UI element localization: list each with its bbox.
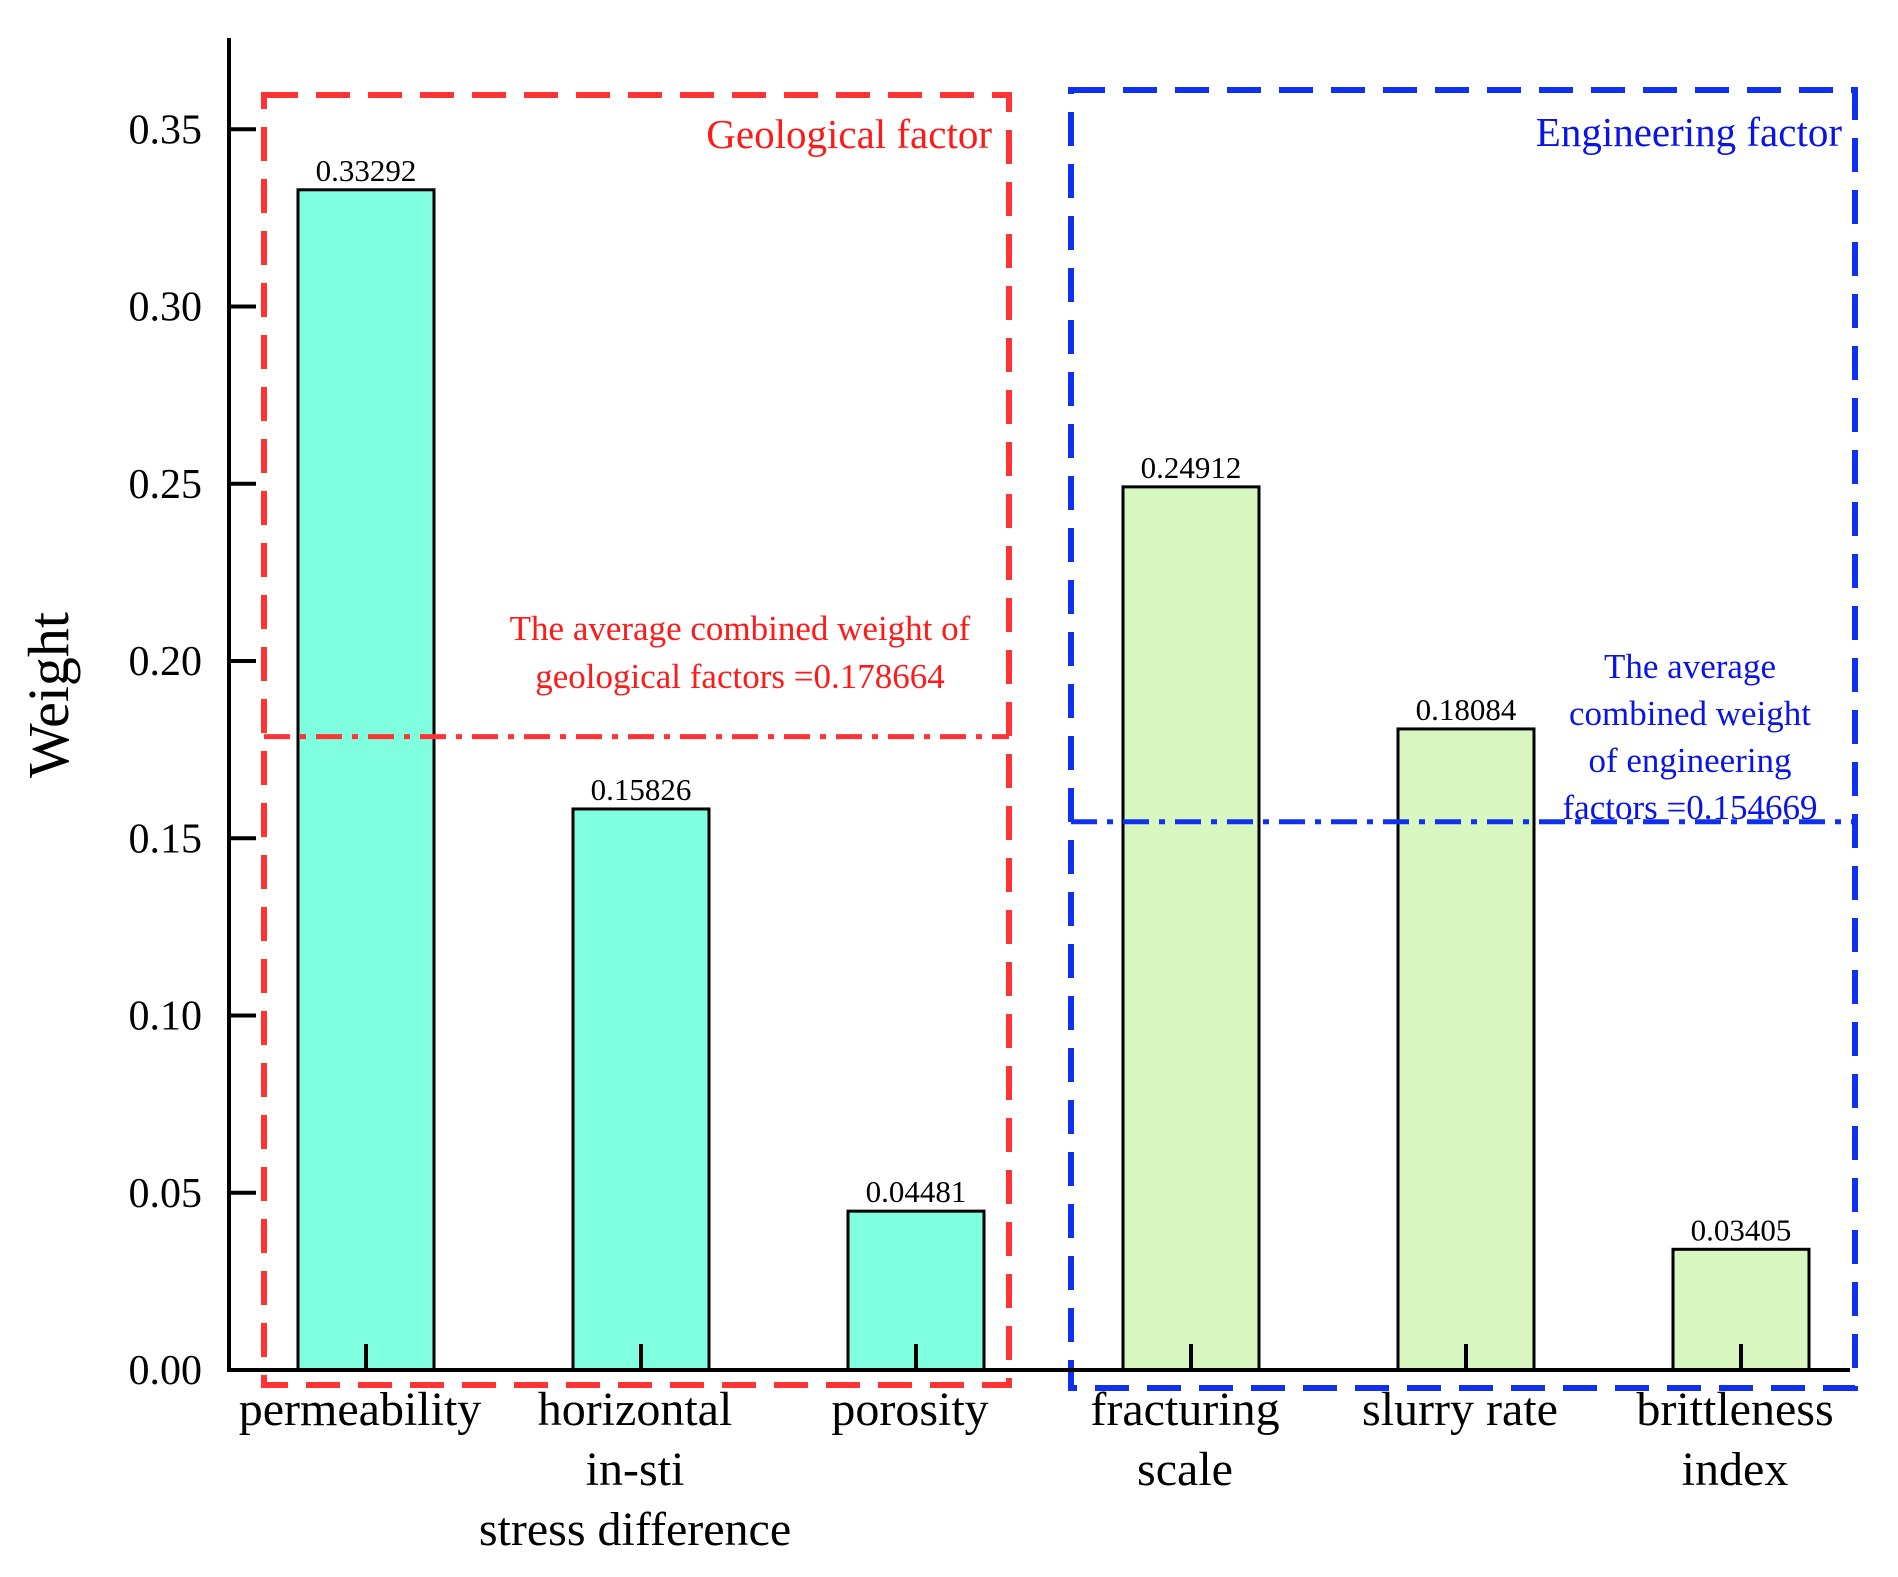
y-tick-label-4: 0.20 [129, 639, 203, 685]
average-lines [264, 734, 1855, 825]
group-title-engineering: Engineering factor [1536, 109, 1843, 155]
y-tick-label-0: 0.00 [129, 1348, 203, 1394]
bar-value-label-2: 0.04481 [866, 1174, 967, 1209]
y-tick-label-1: 0.05 [129, 1171, 203, 1217]
bar-value-label-0: 0.33292 [316, 153, 417, 188]
y-ticks: 0.00 0.05 0.10 0.15 0.20 0.25 0.30 0.35 [129, 107, 256, 1394]
bar-2 [846, 1209, 986, 1372]
average-annotation-engineering: The average combined weight of engineering… [1563, 647, 1818, 827]
bar-1 [571, 807, 711, 1372]
bar-4 [1396, 727, 1536, 1372]
bars [296, 188, 1811, 1372]
y-tick-label-6: 0.30 [129, 285, 203, 331]
y-tick-label-5: 0.25 [129, 462, 203, 508]
labels: Geological factor Engineering factor 0.332… [239, 109, 1843, 1556]
bar-value-label-5: 0.03405 [1691, 1212, 1792, 1247]
average-annotation-geological: The average combined weight of geological… [510, 609, 971, 696]
y-tick-label-7: 0.35 [129, 107, 203, 153]
bar-3 [1121, 485, 1261, 1372]
bar-value-label-4: 0.18084 [1416, 692, 1517, 727]
bar-0 [296, 188, 436, 1372]
bar-value-label-3: 0.24912 [1141, 450, 1242, 485]
group-title-geological: Geological factor [706, 111, 992, 157]
group-box-engineering [1068, 87, 1858, 1391]
category-label-2: porosity [831, 1383, 988, 1436]
y-tick-label-3: 0.15 [129, 816, 203, 862]
category-label-1: horizontal in-sti stress difference [479, 1383, 791, 1556]
category-label-0: permeability [239, 1383, 482, 1436]
group-box-geological [261, 92, 1012, 1388]
bar-value-label-1: 0.15826 [591, 772, 692, 807]
category-label-4: slurry rate [1362, 1383, 1558, 1436]
category-label-5: brittleness index [1636, 1383, 1833, 1496]
category-label-3: fracturing scale [1090, 1383, 1279, 1496]
y-tick-label-2: 0.10 [129, 994, 203, 1040]
group-boxes [261, 87, 1858, 1391]
axes [227, 38, 1850, 1372]
y-axis-title: Weight [16, 612, 81, 778]
